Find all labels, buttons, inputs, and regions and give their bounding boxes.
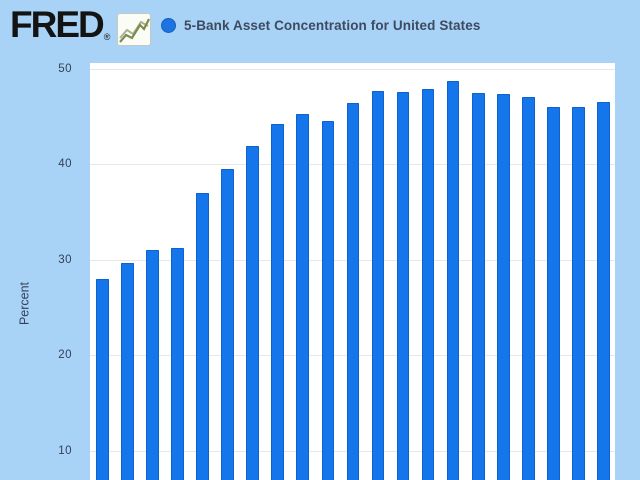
bar-13[interactable] [396,92,410,480]
bar-3[interactable] [146,250,159,480]
fred-logo-text: FRED [10,4,105,45]
bar-4[interactable] [171,248,184,480]
y-tick-label-20: 20 [58,349,72,361]
bar-8[interactable] [271,123,285,480]
bar-12[interactable] [371,91,385,480]
fred-line-chart-icon [117,13,151,46]
y-tick-label-40: 40 [58,158,72,170]
plot-area [90,63,615,480]
header: FRED® 5-Bank Asset Concentration for Uni… [0,0,640,56]
bar-17[interactable] [496,94,510,480]
bar-11[interactable] [346,102,360,480]
bar-16[interactable] [471,93,485,480]
bar-15[interactable] [446,80,460,480]
series-title: 5-Bank Asset Concentration for United St… [184,18,481,33]
y-tick-label-30: 30 [58,253,72,266]
bar-21[interactable] [597,101,610,480]
bar-9[interactable] [296,114,310,480]
fred-logo[interactable]: FRED® [10,4,111,46]
bar-20[interactable] [571,106,585,480]
bar-5[interactable] [196,192,209,480]
registered-trademark: ® [103,32,111,42]
series-legend-dot-icon [161,18,176,33]
bar-19[interactable] [546,106,560,480]
bar-7[interactable] [246,145,260,480]
bar-18[interactable] [521,97,535,480]
bar-2[interactable] [121,263,134,480]
bar-1[interactable] [96,278,109,480]
y-tick-label-50: 50 [58,62,72,75]
bar-14[interactable] [421,88,435,480]
bar-6[interactable] [221,168,235,480]
line-chart-glyph [119,18,150,43]
gridline-50 [90,68,615,70]
bar-10[interactable] [321,121,335,480]
y-tick-label-10: 10 [58,444,72,457]
